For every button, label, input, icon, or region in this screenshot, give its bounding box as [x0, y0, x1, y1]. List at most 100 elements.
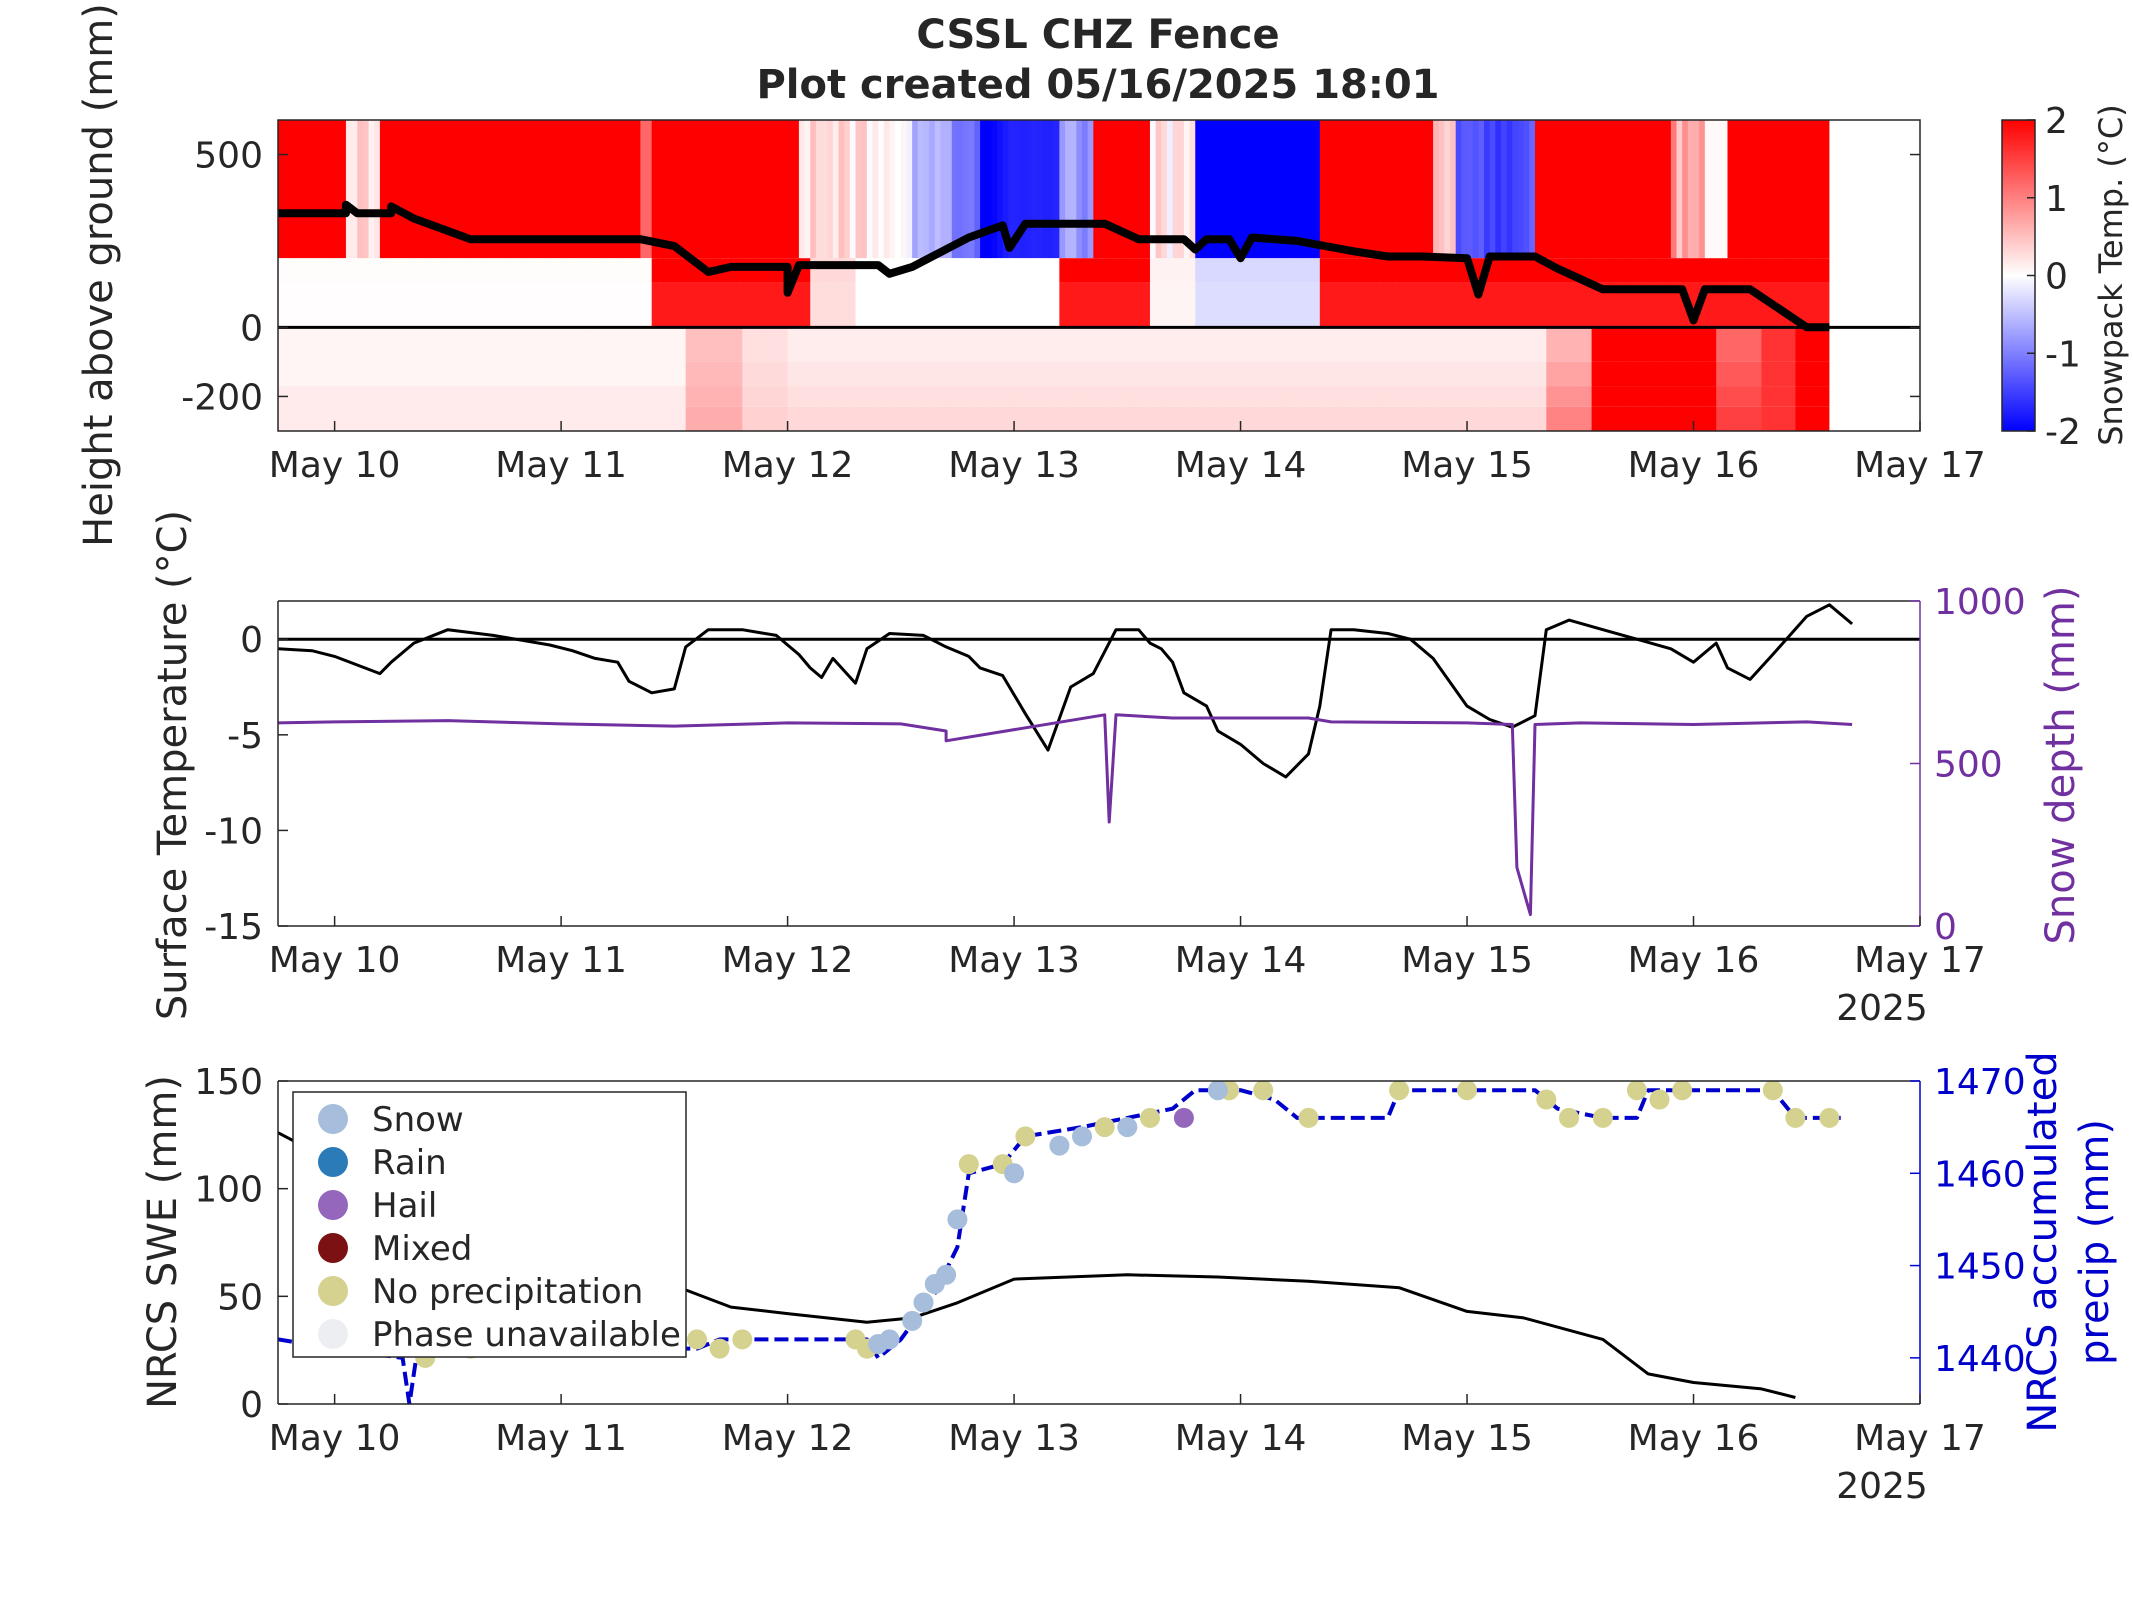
heatmap-cell: [340, 361, 347, 387]
heatmap-cell: [1353, 406, 1361, 431]
heatmap-cell: [612, 386, 619, 407]
heatmap-cell: [1789, 258, 1797, 283]
heatmap-cell: [827, 258, 834, 283]
heatmap-cell: [1568, 282, 1576, 328]
heatmap-cell: [1325, 406, 1332, 431]
heatmap-cell: [566, 282, 574, 328]
heatmap-cell: [1835, 406, 1842, 431]
heatmap-cell: [804, 258, 811, 283]
heatmap-cell: [646, 386, 653, 407]
heatmap-cell: [1302, 406, 1310, 431]
heatmap-cell: [1025, 258, 1032, 283]
heatmap-cell: [1716, 327, 1723, 362]
heatmap-cell: [1903, 406, 1910, 431]
heatmap-cell: [1823, 258, 1830, 283]
heatmap-cell: [793, 406, 800, 431]
x-tick-label: May 15: [1401, 1418, 1533, 1459]
heatmap-cell: [1087, 386, 1094, 407]
heatmap-cell: [997, 386, 1004, 407]
heatmap-cell: [821, 361, 828, 387]
heatmap-cell: [810, 386, 817, 407]
legend-box: [292, 1091, 687, 1358]
heatmap-cell: [1387, 361, 1395, 387]
heatmap-cell: [1195, 120, 1202, 259]
heatmap-cell: [1670, 327, 1678, 362]
heatmap-cell: [510, 120, 517, 259]
heatmap-cell: [515, 258, 523, 283]
heatmap-cell: [1348, 327, 1355, 362]
heatmap-cell: [1240, 258, 1247, 283]
heatmap-cell: [651, 361, 658, 387]
heatmap-cell: [595, 361, 602, 387]
heatmap-cell: [1818, 406, 1825, 431]
heatmap-cell: [1642, 361, 1649, 387]
heatmap-cell: [278, 282, 285, 328]
heatmap-cell: [1636, 258, 1644, 283]
heatmap-cell: [1115, 386, 1123, 407]
heatmap-cell: [674, 361, 681, 387]
heatmap-cell: [1115, 282, 1123, 328]
heatmap-cell: [1682, 258, 1689, 283]
heatmap-cell: [1727, 282, 1734, 328]
heatmap-cell: [589, 361, 596, 387]
heatmap-cell: [1082, 406, 1089, 431]
heatmap-cell: [1115, 327, 1123, 362]
heatmap-cell: [1478, 327, 1485, 362]
heatmap-cell: [640, 327, 647, 362]
heatmap-cell: [362, 258, 370, 283]
y-tick-label: -10: [204, 811, 263, 852]
heatmap-cell: [1359, 406, 1366, 431]
heatmap-cell: [1908, 120, 1915, 259]
heatmap-cell: [1461, 327, 1468, 362]
heatmap-cell: [668, 120, 675, 259]
heatmap-cell: [391, 327, 398, 362]
heatmap-cell: [1019, 120, 1026, 259]
x-tick-label: May 17: [1854, 1418, 1986, 1459]
heatmap-cell: [340, 282, 347, 328]
heatmap-cell: [1359, 386, 1366, 407]
surface-temp-line: [278, 603, 1854, 779]
heatmap-cell: [1795, 258, 1802, 283]
heatmap-cell: [1710, 406, 1717, 431]
heatmap-cell: [1784, 327, 1791, 362]
heatmap-cell: [1059, 361, 1066, 387]
heatmap-cell: [1070, 386, 1077, 407]
heatmap-cell: [1070, 406, 1077, 431]
heatmap-cell: [1065, 406, 1072, 431]
heatmap-cell: [1517, 406, 1525, 431]
heatmap-cell: [595, 258, 602, 283]
heatmap-cell: [549, 406, 557, 431]
heatmap-cell: [1806, 406, 1814, 431]
heatmap-cell: [1376, 406, 1383, 431]
y-tick-label: 50: [217, 1277, 263, 1318]
heatmap-cell: [555, 258, 562, 283]
heatmap-cell: [1744, 282, 1751, 328]
heatmap-cell: [1166, 282, 1174, 328]
heatmap-cell: [730, 327, 738, 362]
heatmap-cell: [1568, 361, 1576, 387]
heatmap-cell: [1025, 361, 1032, 387]
heatmap-cell: [1416, 120, 1423, 259]
heatmap-cell: [589, 386, 596, 407]
heatmap-cell: [1206, 120, 1213, 259]
heatmap-cell: [470, 406, 477, 431]
heatmap-cell: [838, 361, 845, 387]
heatmap-cell: [1268, 386, 1276, 407]
heatmap-cell: [1806, 120, 1814, 259]
phase-marker-snow: [902, 1310, 923, 1331]
heatmap-cell: [340, 406, 347, 431]
heatmap-cell: [572, 282, 579, 328]
heatmap-cell: [1138, 386, 1145, 407]
heatmap-cell: [1302, 282, 1310, 328]
heatmap-cell: [300, 361, 307, 387]
heatmap-cell: [1257, 386, 1264, 407]
heatmap-cell: [527, 120, 534, 259]
heatmap-cell: [1750, 258, 1757, 283]
heatmap-cell: [1467, 386, 1474, 407]
heatmap-cell: [815, 258, 823, 283]
heatmap-cell: [1189, 361, 1196, 387]
heatmap-cell: [878, 386, 885, 407]
heatmap-cell: [878, 120, 885, 259]
heatmap-cell: [1693, 361, 1700, 387]
heatmap-cell: [1280, 406, 1287, 431]
